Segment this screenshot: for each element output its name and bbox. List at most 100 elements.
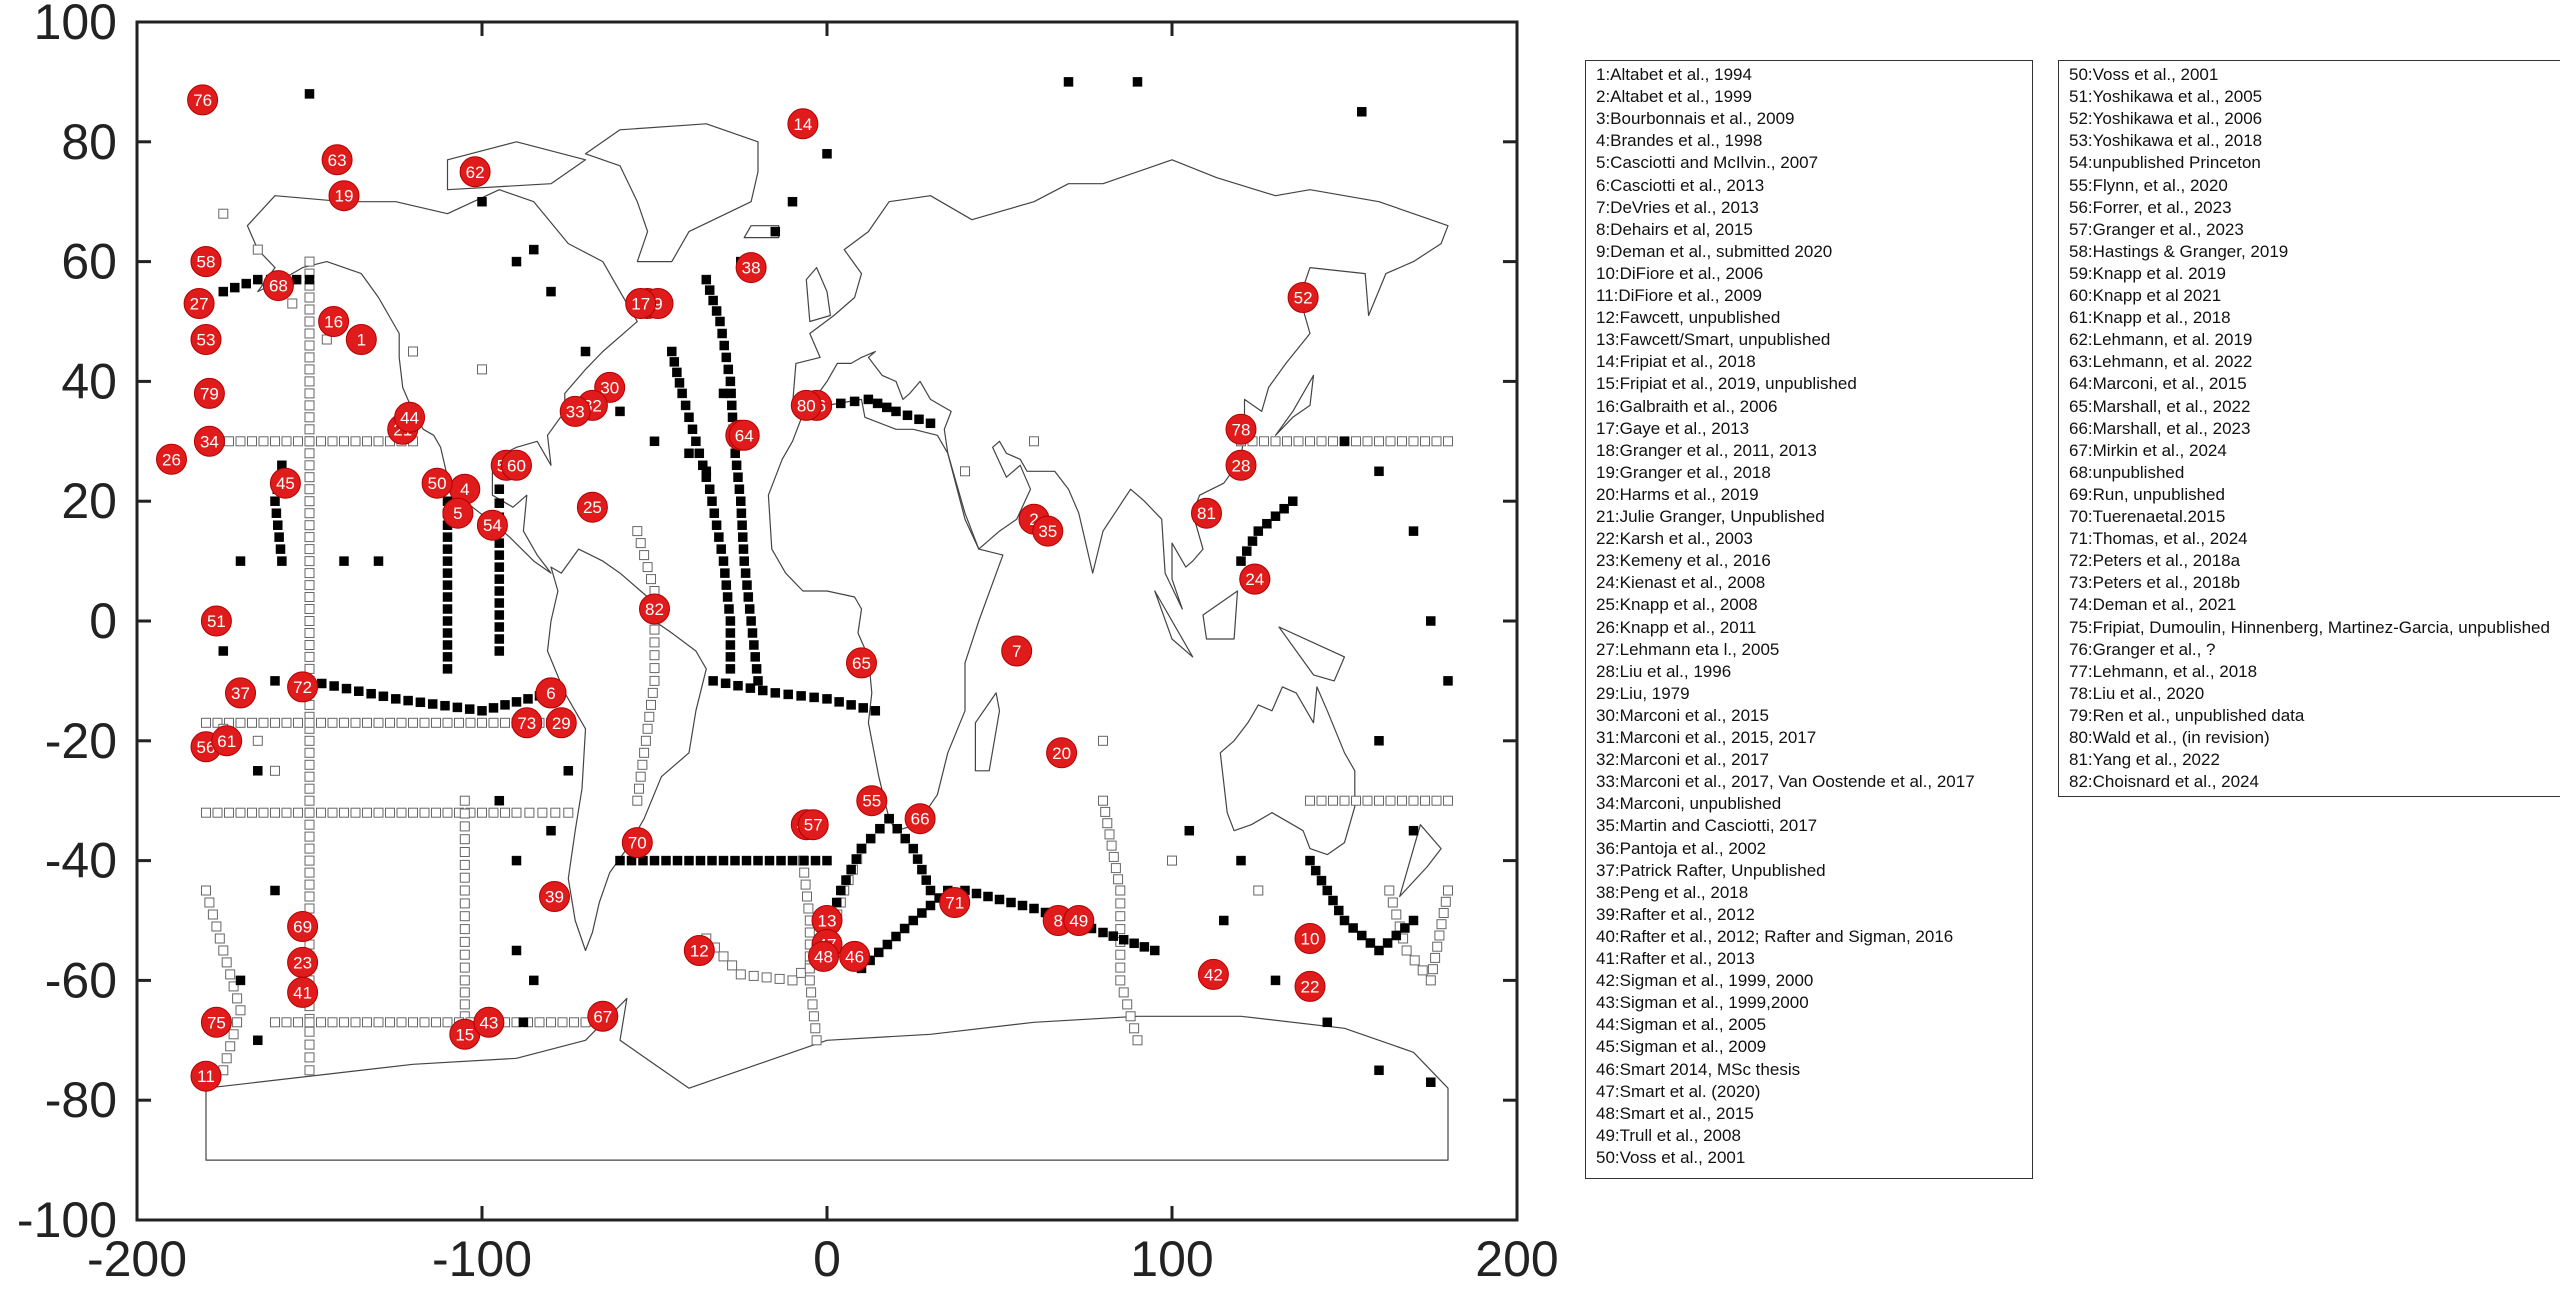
open-square-marker — [304, 592, 315, 602]
filled-square-marker — [615, 855, 625, 866]
open-square-marker — [1362, 436, 1373, 447]
legend-entry: 60:Knapp et al 2021 — [2069, 286, 2222, 305]
filled-square-marker — [846, 864, 856, 875]
open-square-marker — [225, 969, 236, 980]
open-square-marker — [235, 717, 246, 728]
filled-square-marker — [339, 556, 349, 566]
open-square-marker — [644, 711, 655, 722]
filled-square-marker — [1017, 900, 1028, 911]
site-marker-label: 67 — [593, 1007, 612, 1026]
site-marker-label: 42 — [1204, 965, 1223, 984]
filled-square-marker — [1322, 1017, 1333, 1028]
filled-square-marker — [764, 855, 775, 866]
filled-square-marker — [1253, 526, 1264, 536]
filled-square-marker — [442, 640, 453, 650]
open-square-marker — [1167, 855, 1177, 866]
site-marker-label: 24 — [1245, 570, 1264, 589]
filled-square-marker — [736, 508, 747, 518]
site-marker-label: 60 — [507, 456, 526, 475]
legend-entry: 80:Wald et al., (in revision) — [2069, 728, 2270, 747]
open-square-marker — [808, 1011, 819, 1022]
legend-entry: 5:Casciotti and McIlvin., 2007 — [1596, 153, 1819, 173]
open-square-marker — [218, 208, 229, 219]
coastline-shape — [546, 548, 707, 952]
open-square-marker — [304, 364, 315, 375]
open-square-marker — [304, 717, 315, 728]
open-square-marker — [224, 436, 234, 447]
filled-square-marker — [1139, 942, 1150, 952]
open-square-marker — [1374, 795, 1384, 806]
legend-entry: 41:Rafter et al., 2013 — [1596, 949, 1755, 968]
y-tick-label: -20 — [45, 713, 117, 769]
filled-square-marker — [494, 622, 505, 632]
open-square-marker — [362, 436, 372, 447]
open-square-marker — [316, 807, 326, 818]
site-marker — [473, 1006, 505, 1038]
filled-square-marker — [440, 700, 450, 711]
filled-square-marker — [758, 685, 768, 696]
open-square-marker — [639, 550, 650, 561]
legend-entry: 35:Martin and Casciotti, 2017 — [1596, 816, 1818, 836]
y-tick-label: 80 — [61, 114, 117, 170]
site-marker — [1225, 413, 1257, 445]
open-square-marker — [459, 885, 470, 896]
site-marker — [476, 509, 508, 541]
open-square-marker — [281, 436, 292, 447]
filled-square-marker — [270, 496, 280, 506]
open-square-marker — [225, 1041, 236, 1052]
open-square-marker — [235, 1005, 246, 1016]
filled-square-marker — [733, 472, 743, 482]
open-square-marker — [459, 999, 470, 1010]
open-square-marker — [207, 909, 218, 920]
site-marker-label: 19 — [335, 187, 354, 206]
open-square-marker — [431, 1017, 441, 1028]
filled-square-marker — [1357, 107, 1367, 117]
legend-entry: 55:Flynn, et al., 2020 — [2069, 175, 2228, 195]
open-square-marker — [396, 717, 407, 728]
filled-square-marker — [1279, 503, 1289, 514]
open-square-marker — [221, 957, 232, 968]
open-square-marker — [1432, 941, 1443, 952]
open-square-marker — [350, 436, 361, 447]
filled-square-marker — [738, 532, 748, 542]
open-square-markers — [201, 208, 1453, 1076]
y-tick-label: 100 — [34, 0, 117, 50]
legend-entry: 49:Trull et al., 2008 — [1596, 1125, 1741, 1145]
legend-entry: 25:Knapp et al., 2008 — [1596, 595, 1758, 615]
site-marker-label: 13 — [818, 912, 837, 931]
open-square-marker — [459, 936, 470, 947]
site-marker-label: 51 — [207, 612, 226, 631]
open-square-marker — [1408, 436, 1419, 447]
filled-square-marker — [691, 436, 701, 447]
filled-square-marker — [725, 664, 736, 674]
site-marker-label: 11 — [197, 1067, 215, 1086]
open-square-marker — [304, 747, 315, 758]
open-square-marker — [632, 795, 643, 806]
site-marker — [156, 443, 187, 475]
site-marker — [1063, 905, 1095, 936]
open-square-marker — [1115, 949, 1126, 960]
open-square-marker — [362, 807, 372, 818]
open-square-marker — [1351, 436, 1361, 447]
open-square-marker — [304, 580, 315, 591]
open-square-marker — [212, 807, 223, 818]
site-marker — [625, 288, 657, 319]
open-square-marker — [546, 1017, 556, 1028]
site-marker — [535, 677, 567, 709]
filled-square-marker — [529, 975, 539, 986]
filled-square-marker — [882, 402, 892, 413]
open-square-marker — [1293, 436, 1304, 447]
legend-entry: 31:Marconi et al., 2015, 2017 — [1596, 728, 1817, 747]
legend-entry: 22:Karsh et al., 2003 — [1596, 529, 1753, 549]
open-square-marker — [1115, 885, 1126, 896]
open-square-marker — [339, 717, 349, 728]
open-square-marker — [1362, 795, 1373, 806]
filled-square-marker — [891, 406, 901, 417]
site-marker-label: 28 — [1232, 456, 1251, 475]
x-tick-label: -100 — [432, 1231, 532, 1287]
open-square-marker — [735, 969, 746, 980]
site-marker — [939, 887, 971, 918]
open-square-marker — [304, 352, 315, 363]
legend-entry: 13:Fawcett/Smart, unpublished — [1596, 330, 1831, 350]
site-marker — [1191, 497, 1222, 529]
